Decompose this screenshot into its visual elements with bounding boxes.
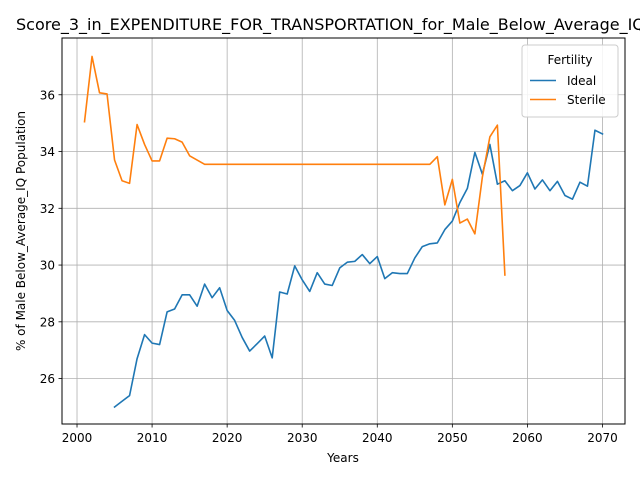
x-tick-label: 2010 [137, 431, 168, 445]
plot-frame [61, 37, 626, 425]
x-tick-label: 2060 [512, 431, 543, 445]
legend-title: Fertility [547, 53, 592, 67]
y-tick-label: 36 [40, 88, 55, 102]
series-line-ideal [113, 129, 604, 409]
x-tick-label: 2020 [212, 431, 243, 445]
y-tick-label: 26 [40, 372, 55, 386]
y-tick-label: 30 [40, 259, 55, 273]
legend-label-sterile: Sterile [567, 93, 606, 107]
x-tick-label: 2040 [362, 431, 393, 445]
series-lines [83, 55, 604, 409]
y-tick-label: 34 [40, 145, 55, 159]
x-tick-label: 2050 [437, 431, 468, 445]
series-line-sterile [83, 55, 506, 276]
x-tick-label: 2030 [287, 431, 318, 445]
y-axis-label: % of Male Below_Average_IQ Population [14, 111, 28, 351]
y-tick-label: 32 [40, 202, 55, 216]
legend-label-ideal: Ideal [567, 74, 596, 88]
x-axis-label: Years [326, 451, 359, 465]
axis-ticks: 2000 2010 2020 2030 2040 2050 2060 2070 26 28 30 32… [40, 88, 618, 445]
y-tick-label: 28 [40, 315, 55, 329]
chart-title: Score_3_in_EXPENDITURE_FOR_TRANSPORTATIO… [16, 15, 640, 35]
x-tick-label: 2000 [62, 431, 93, 445]
legend: Fertility Ideal Sterile [521, 44, 619, 118]
x-tick-label: 2070 [587, 431, 618, 445]
